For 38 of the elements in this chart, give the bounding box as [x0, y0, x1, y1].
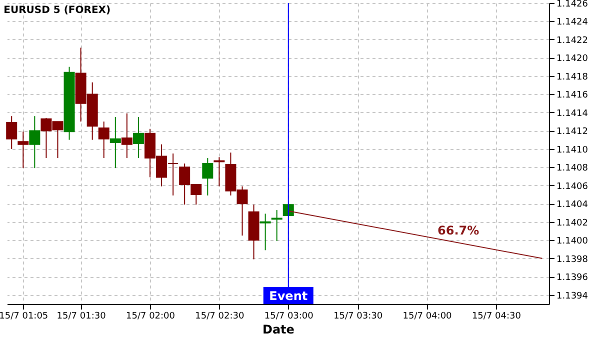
y-tick-label: 1.1408	[556, 164, 588, 174]
y-tick-label: 1.1396	[556, 273, 588, 284]
candlestick	[98, 121, 110, 159]
y-tick-label: 1.1418	[556, 72, 588, 82]
x-tick-label: 15/7 04:00	[402, 312, 452, 322]
y-tick-label: 1.1424	[556, 18, 588, 28]
y-tick-label: 1.1400	[556, 236, 588, 247]
x-tick-label: 15/7 02:00	[126, 312, 176, 322]
y-tick-label: 1.1416	[556, 90, 588, 101]
x-tick-label: 15/7 01:30	[56, 312, 106, 322]
x-tick-label: 15/7 01:05	[0, 312, 48, 322]
y-tick-label: 1.1404	[556, 200, 588, 210]
x-tick-label: 15/7 04:30	[472, 312, 522, 322]
x-tick-label: 15/7 03:30	[334, 312, 383, 322]
x-axis-title: Date	[262, 322, 294, 336]
y-tick-label: 1.1426	[556, 0, 588, 10]
y-tick-label: 1.1414	[556, 108, 588, 119]
y-tick-label: 1.1394	[556, 291, 588, 302]
candlestick	[29, 116, 40, 169]
y-tick-label: 1.1412	[556, 127, 588, 138]
candlestick	[121, 112, 132, 159]
candlestick	[110, 116, 121, 169]
x-tick-label: 15/7 03:00	[264, 312, 314, 322]
y-tick-label: 1.1402	[556, 218, 588, 228]
y-tick-label: 1.1420	[556, 54, 588, 64]
candlestick	[6, 116, 18, 150]
candlestick	[132, 116, 144, 159]
annotation: 66.7%	[438, 224, 480, 238]
candlestick	[202, 158, 214, 196]
candlestick	[260, 213, 271, 251]
candlestick	[18, 131, 29, 169]
y-tick-label: 1.1406	[556, 182, 588, 192]
x-tick-label: 15/7 02:30	[195, 312, 244, 322]
ref-line-label: Event	[269, 289, 308, 303]
y-tick-label: 1.1398	[556, 254, 588, 265]
chart-title: EURUSD 5 (FOREX)	[4, 5, 111, 16]
y-tick-label: 1.1422	[556, 36, 588, 46]
y-tick-label: 1.1410	[556, 145, 588, 156]
